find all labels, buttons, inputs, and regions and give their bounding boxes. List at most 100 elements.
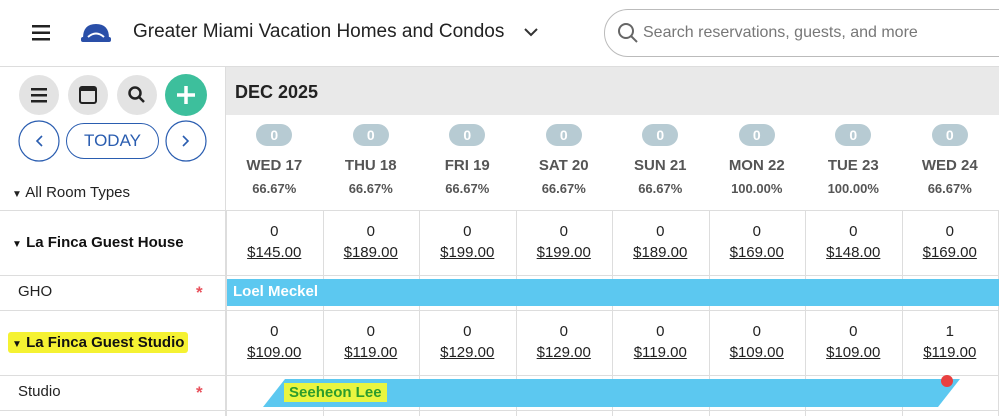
available-count: 0: [270, 323, 279, 340]
row-border: [0, 275, 999, 276]
room-type-name: La Finca Guest Studio: [26, 334, 185, 351]
room-type-filter[interactable]: ▼ All Room Types: [12, 184, 131, 201]
list-view-button[interactable]: [19, 75, 59, 115]
day-label: WED 17: [246, 157, 303, 174]
room-name: Studio: [18, 383, 61, 400]
prev-button[interactable]: [18, 120, 60, 162]
day-column-border: [419, 210, 420, 416]
day-column-border: [515, 210, 517, 416]
day-label: WED 24: [921, 157, 978, 174]
calendar-button[interactable]: [68, 75, 108, 115]
room-marker: *: [196, 383, 203, 402]
row-border: [0, 310, 999, 311]
availability-badge: 0: [545, 124, 582, 146]
available-count: 0: [366, 223, 375, 240]
menu-icon[interactable]: [30, 22, 54, 44]
rate[interactable]: $109.00: [826, 344, 881, 361]
rate[interactable]: $129.00: [536, 344, 591, 361]
day-column-border: [612, 210, 613, 416]
next-button[interactable]: [165, 120, 207, 162]
top-bar: [0, 0, 999, 67]
search-placeholder: Search reservations, guests, and more: [643, 24, 918, 41]
search-button[interactable]: [117, 75, 157, 115]
availability-badge: 0: [738, 124, 775, 146]
available-count: 0: [366, 323, 375, 340]
occupancy: 66.67%: [541, 181, 586, 196]
month-label: DEC 2025: [235, 82, 319, 102]
rate[interactable]: $119.00: [923, 344, 977, 361]
rate[interactable]: $119.00: [344, 344, 398, 361]
available-count: 0: [945, 223, 954, 240]
available-count: 0: [849, 323, 858, 340]
available-count: 0: [752, 223, 761, 240]
occupancy: 66.67%: [927, 181, 972, 196]
room-type-row-label[interactable]: ▼ La Finca Guest House: [12, 234, 184, 251]
guest-name: Seeheon Lee: [284, 383, 387, 402]
rate[interactable]: $199.00: [536, 244, 591, 261]
occupancy: 100.00%: [827, 181, 879, 196]
guest-name: Loel Meckel: [233, 283, 319, 300]
day-column-border: [322, 210, 324, 416]
row-border: [0, 375, 999, 376]
availability-badge: 0: [931, 124, 968, 146]
today-button[interactable]: TODAY: [66, 123, 159, 159]
availability-badge: 0: [835, 124, 872, 146]
rate[interactable]: $129.00: [440, 344, 495, 361]
rate[interactable]: $169.00: [729, 244, 784, 261]
available-count: 0: [559, 223, 568, 240]
month-bar: [226, 67, 999, 115]
available-count: 0: [849, 223, 858, 240]
day-label: MON 22: [728, 157, 785, 174]
available-count: 0: [656, 223, 665, 240]
property-name[interactable]: Greater Miami Vacation Homes and Condos: [133, 21, 505, 42]
room-name: GHO: [18, 283, 53, 300]
toolbar: [18, 74, 207, 162]
available-count: 0: [270, 223, 279, 240]
day-label: SUN 21: [633, 157, 687, 174]
available-count: 0: [463, 223, 472, 240]
room-type-name: La Finca Guest House: [26, 234, 184, 251]
availability-badge: 0: [352, 124, 389, 146]
search-icon: [618, 23, 638, 43]
search-box[interactable]: [604, 9, 999, 57]
available-count: 0: [559, 323, 568, 340]
rate[interactable]: $119.00: [633, 344, 687, 361]
availability-badge: 0: [449, 124, 486, 146]
grid-left-border: [226, 210, 227, 416]
availability-badge: 0: [642, 124, 679, 146]
rate[interactable]: $109.00: [729, 344, 784, 361]
rate[interactable]: $145.00: [247, 244, 302, 261]
rate[interactable]: $189.00: [633, 244, 688, 261]
filter-label: All Room Types: [25, 184, 131, 201]
day-label: TUE 23: [827, 157, 879, 174]
available-count: 1: [945, 323, 954, 340]
occupancy: 66.67%: [445, 181, 490, 196]
room-type-row-label[interactable]: ▼ La Finca Guest Studio: [8, 332, 189, 353]
row-border: [0, 410, 999, 411]
occupancy: 66.67%: [638, 181, 683, 196]
available-count: 0: [656, 323, 665, 340]
rate[interactable]: $169.00: [922, 244, 977, 261]
day-column-border: [708, 210, 710, 416]
dropdown-chevron[interactable]: [523, 26, 539, 38]
rate[interactable]: $199.00: [440, 244, 495, 261]
occupancy: 100.00%: [731, 181, 783, 196]
row-border: [0, 210, 999, 211]
logo: [81, 24, 111, 42]
room-marker: *: [196, 283, 203, 302]
rate[interactable]: $109.00: [247, 344, 302, 361]
rate[interactable]: $189.00: [343, 244, 398, 261]
day-column-border: [805, 210, 806, 416]
day-label: THU 18: [344, 157, 397, 174]
add-button[interactable]: [165, 74, 207, 116]
available-count: 0: [463, 323, 472, 340]
availability-badge: 0: [256, 124, 293, 146]
status-dot: [941, 375, 953, 387]
day-label: SAT 20: [538, 157, 589, 174]
left-panel: [0, 67, 226, 416]
booking-bar[interactable]: [226, 279, 999, 306]
day-label: FRI 19: [444, 157, 490, 174]
rate[interactable]: $148.00: [826, 244, 881, 261]
occupancy: 66.67%: [348, 181, 393, 196]
